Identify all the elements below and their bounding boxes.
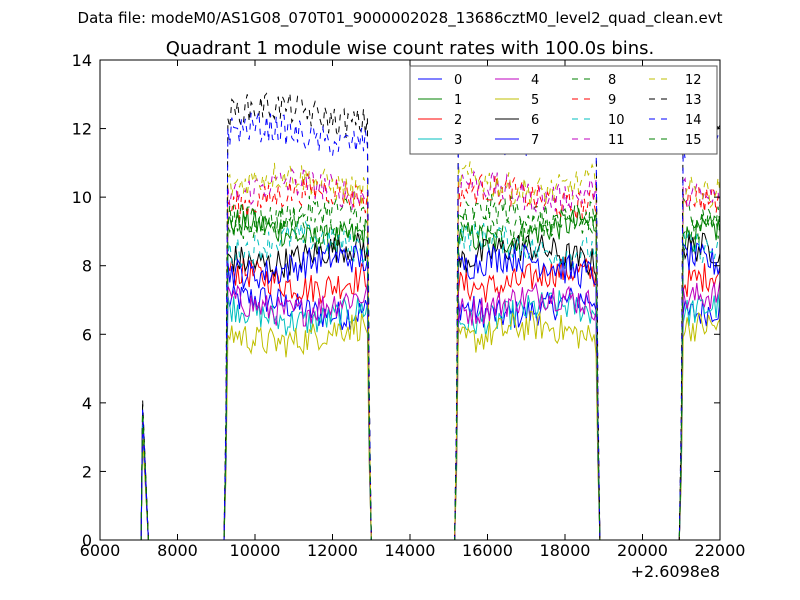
- y-tick-label: 14: [72, 51, 92, 70]
- series-line-5: [138, 310, 720, 540]
- series-line-8: [138, 194, 720, 540]
- legend-label: 10: [608, 113, 625, 128]
- legend-label: 14: [685, 113, 702, 128]
- axis-ticks: 6000 8000 10000 12000 14000 16000 18000 20000 22…: [72, 51, 746, 560]
- legend-label: 9: [608, 93, 616, 108]
- x-axis-offset-label: +2.6098e8: [631, 562, 720, 581]
- y-tick-label: 8: [82, 257, 92, 276]
- series-line-0: [138, 284, 720, 540]
- legend-label: 6: [531, 113, 539, 128]
- series-line-12: [138, 161, 720, 540]
- series-line-6: [138, 232, 720, 540]
- x-tick-label: 10000: [230, 541, 281, 560]
- legend-label: 12: [685, 73, 702, 88]
- x-tick-label: 18000: [540, 541, 591, 560]
- x-tick-label: 14000: [385, 541, 436, 560]
- series-line-15: [138, 200, 720, 540]
- chart-suptitle: Data file: modeM0/AS1G08_070T01_90000020…: [78, 9, 723, 28]
- series-line-7: [138, 242, 720, 540]
- y-tick-label: 0: [82, 531, 92, 550]
- legend-label: 7: [531, 133, 539, 148]
- legend-label: 0: [454, 73, 462, 88]
- x-tick-label: 20000: [617, 541, 668, 560]
- legend-label: 2: [454, 113, 462, 128]
- legend-label: 1: [454, 93, 462, 108]
- x-tick-label: 22000: [695, 541, 746, 560]
- legend-label: 15: [685, 133, 702, 148]
- series-line-1: [138, 208, 720, 540]
- legend-label: 11: [608, 133, 625, 148]
- chart-title: Quadrant 1 module wise count rates with …: [166, 38, 655, 59]
- legend-label: 8: [608, 73, 616, 88]
- x-tick-label: 16000: [462, 541, 513, 560]
- y-tick-label: 4: [82, 394, 92, 413]
- y-tick-label: 12: [72, 120, 92, 139]
- series-line-11: [138, 167, 720, 540]
- x-tick-label: 6000: [80, 541, 121, 560]
- series-layer: [138, 92, 720, 540]
- y-tick-label: 2: [82, 462, 92, 481]
- legend-label: 3: [454, 133, 462, 148]
- series-line-4: [138, 280, 720, 540]
- legend-label: 4: [531, 73, 539, 88]
- legend-label: 5: [531, 93, 539, 108]
- y-tick-label: 10: [72, 188, 92, 207]
- y-tick-label: 6: [82, 325, 92, 344]
- x-tick-label: 12000: [307, 541, 358, 560]
- legend-label: 13: [685, 93, 702, 108]
- x-tick-label: 8000: [157, 541, 198, 560]
